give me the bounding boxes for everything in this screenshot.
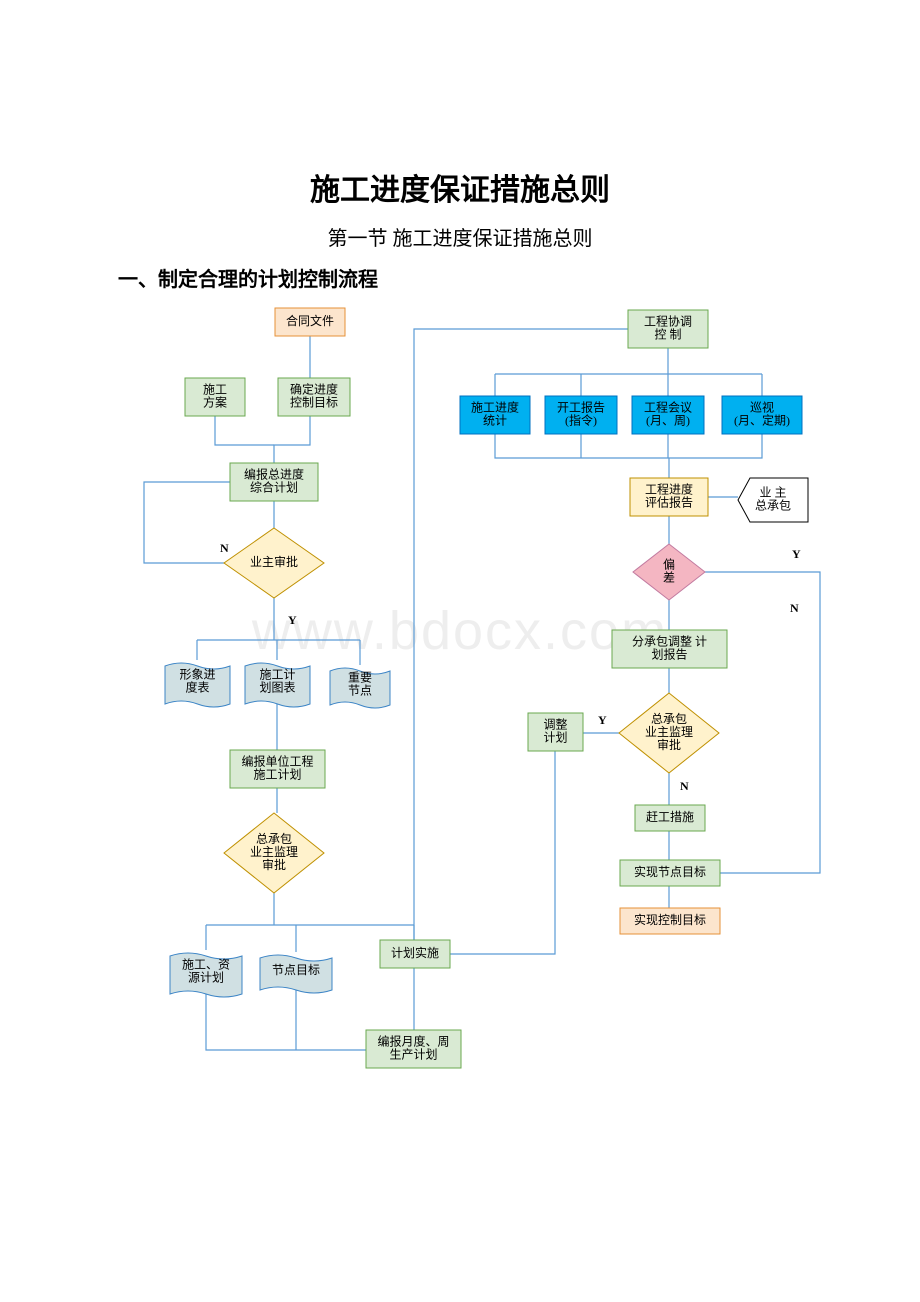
svg-text:计划实施: 计划实施: [391, 945, 439, 960]
svg-text:计划: 计划: [543, 730, 567, 744]
node-n_impl: 计划实施: [380, 940, 450, 968]
node-n_patrol: 巡视(月、定期): [722, 396, 802, 434]
document-page: www.bdocx.com 施工进度保证措施总则 第一节 施工进度保证措施总则 …: [0, 0, 920, 1302]
node-n_nodetgt: 节点目标: [260, 955, 332, 993]
svg-text:(月、定期): (月、定期): [734, 412, 790, 427]
section-heading: 一、制定合理的计划控制流程: [118, 263, 378, 292]
svg-text:审批: 审批: [657, 737, 681, 752]
svg-text:N: N: [790, 601, 799, 615]
svg-text:源计划: 源计划: [188, 970, 224, 984]
svg-text:划报告: 划报告: [651, 646, 687, 661]
svg-text:实现节点目标: 实现节点目标: [634, 864, 706, 879]
svg-text:赶工措施: 赶工措施: [646, 810, 694, 824]
svg-text:Y: Y: [792, 547, 801, 561]
svg-text:工程进度: 工程进度: [645, 481, 693, 496]
svg-text:业主监理: 业主监理: [250, 845, 298, 859]
svg-text:节点: 节点: [348, 683, 372, 697]
svg-text:编报单位工程: 编报单位工程: [241, 753, 313, 768]
node-n_monthly: 编报月度、周生产计划: [366, 1030, 461, 1068]
svg-text:开工报告: 开工报告: [557, 399, 605, 414]
svg-text:划图表: 划图表: [259, 680, 295, 694]
svg-text:形象进: 形象进: [179, 667, 215, 681]
svg-text:总承包: 总承包: [651, 712, 687, 726]
svg-text:重要: 重要: [348, 670, 372, 684]
node-n_resplan: 施工、资源计划: [170, 953, 242, 997]
svg-text:生产计划: 生产计划: [389, 1047, 437, 1061]
svg-text:编报月度、周: 编报月度、周: [377, 1033, 449, 1048]
svg-text:评估报告: 评估报告: [645, 494, 693, 509]
svg-text:Y: Y: [598, 713, 607, 727]
svg-text:总承包: 总承包: [256, 832, 292, 846]
node-n_subadj: 分承包调整 计划报告: [612, 630, 727, 668]
node-n_coord: 工程协调控 制: [628, 310, 708, 348]
svg-text:施工计: 施工计: [259, 667, 295, 681]
svg-text:方案: 方案: [203, 394, 227, 409]
svg-text:工程协调: 工程协调: [644, 313, 692, 328]
node-n_keynode: 重要节点: [330, 668, 390, 708]
svg-text:N: N: [680, 779, 689, 793]
node-n_overall: 编报总进度综合计划: [230, 463, 318, 501]
svg-text:综合计划: 综合计划: [250, 479, 298, 494]
node-n_contract: 合同文件: [275, 308, 345, 336]
svg-text:巡视: 巡视: [750, 399, 774, 414]
node-n_target: 确定进度控制目标: [278, 378, 350, 416]
svg-text:编报总进度: 编报总进度: [244, 466, 304, 481]
svg-text:确定进度: 确定进度: [290, 381, 338, 396]
node-n_eval: 工程进度评估报告: [630, 478, 708, 516]
flowchart: 合同文件施工方案确定进度控制目标编报总进度综合计划业主审批形象进度表施工计划图表…: [120, 300, 880, 1120]
svg-text:差: 差: [663, 570, 675, 584]
node-n_ownerflag: 业 主总承包: [738, 478, 808, 522]
node-n_meeting: 工程会议(月、周): [632, 396, 704, 434]
svg-text:Y: Y: [288, 613, 297, 627]
svg-text:业 主: 业 主: [759, 485, 786, 499]
svg-text:控制目标: 控制目标: [290, 395, 338, 409]
svg-text:调整: 调整: [543, 716, 567, 731]
doc-subtitle: 第一节 施工进度保证措施总则: [0, 222, 920, 251]
node-n_unitplan: 编报单位工程施工计划: [230, 750, 325, 788]
svg-text:统计: 统计: [483, 413, 507, 427]
node-n_rush: 赶工措施: [635, 805, 705, 831]
node-n_appr2: 总承包业主监理审批: [224, 813, 324, 893]
svg-text:施工: 施工: [203, 382, 227, 396]
svg-text:(月、周): (月、周): [646, 413, 690, 427]
node-n_reachnode: 实现节点目标: [620, 860, 720, 886]
svg-text:施工进度: 施工进度: [471, 399, 519, 414]
node-n_scheme: 施工方案: [185, 378, 245, 416]
node-n_owner1: 业主审批: [224, 528, 324, 598]
svg-text:偏: 偏: [663, 556, 675, 571]
node-n_startrep: 开工报告(指令): [545, 396, 617, 434]
svg-text:施工计划: 施工计划: [253, 767, 301, 781]
node-n_stat: 施工进度统计: [460, 396, 530, 434]
doc-title: 施工进度保证措施总则: [0, 165, 920, 209]
node-n_plchart: 施工计划图表: [245, 663, 310, 707]
svg-text:分承包调整 计: 分承包调整 计: [632, 633, 707, 648]
svg-text:审批: 审批: [262, 857, 286, 872]
svg-text:业主监理: 业主监理: [645, 725, 693, 739]
svg-text:节点目标: 节点目标: [272, 963, 320, 977]
svg-text:N: N: [220, 541, 229, 555]
svg-text:(指令): (指令): [565, 412, 597, 427]
node-n_reachctrl: 实现控制目标: [620, 908, 720, 934]
node-n_appr3: 总承包业主监理审批: [619, 693, 719, 773]
svg-text:控 制: 控 制: [654, 327, 681, 341]
svg-text:合同文件: 合同文件: [286, 313, 334, 328]
node-n_dev: 偏差: [633, 544, 705, 600]
svg-text:业主审批: 业主审批: [250, 554, 298, 569]
svg-text:工程会议: 工程会议: [644, 399, 692, 414]
svg-text:总承包: 总承包: [755, 498, 791, 512]
node-n_imgtbl: 形象进度表: [165, 663, 230, 707]
node-n_adjplan: 调整计划: [528, 713, 583, 751]
svg-text:度表: 度表: [185, 679, 209, 694]
svg-text:实现控制目标: 实现控制目标: [634, 912, 706, 927]
svg-text:施工、资: 施工、资: [182, 957, 230, 971]
